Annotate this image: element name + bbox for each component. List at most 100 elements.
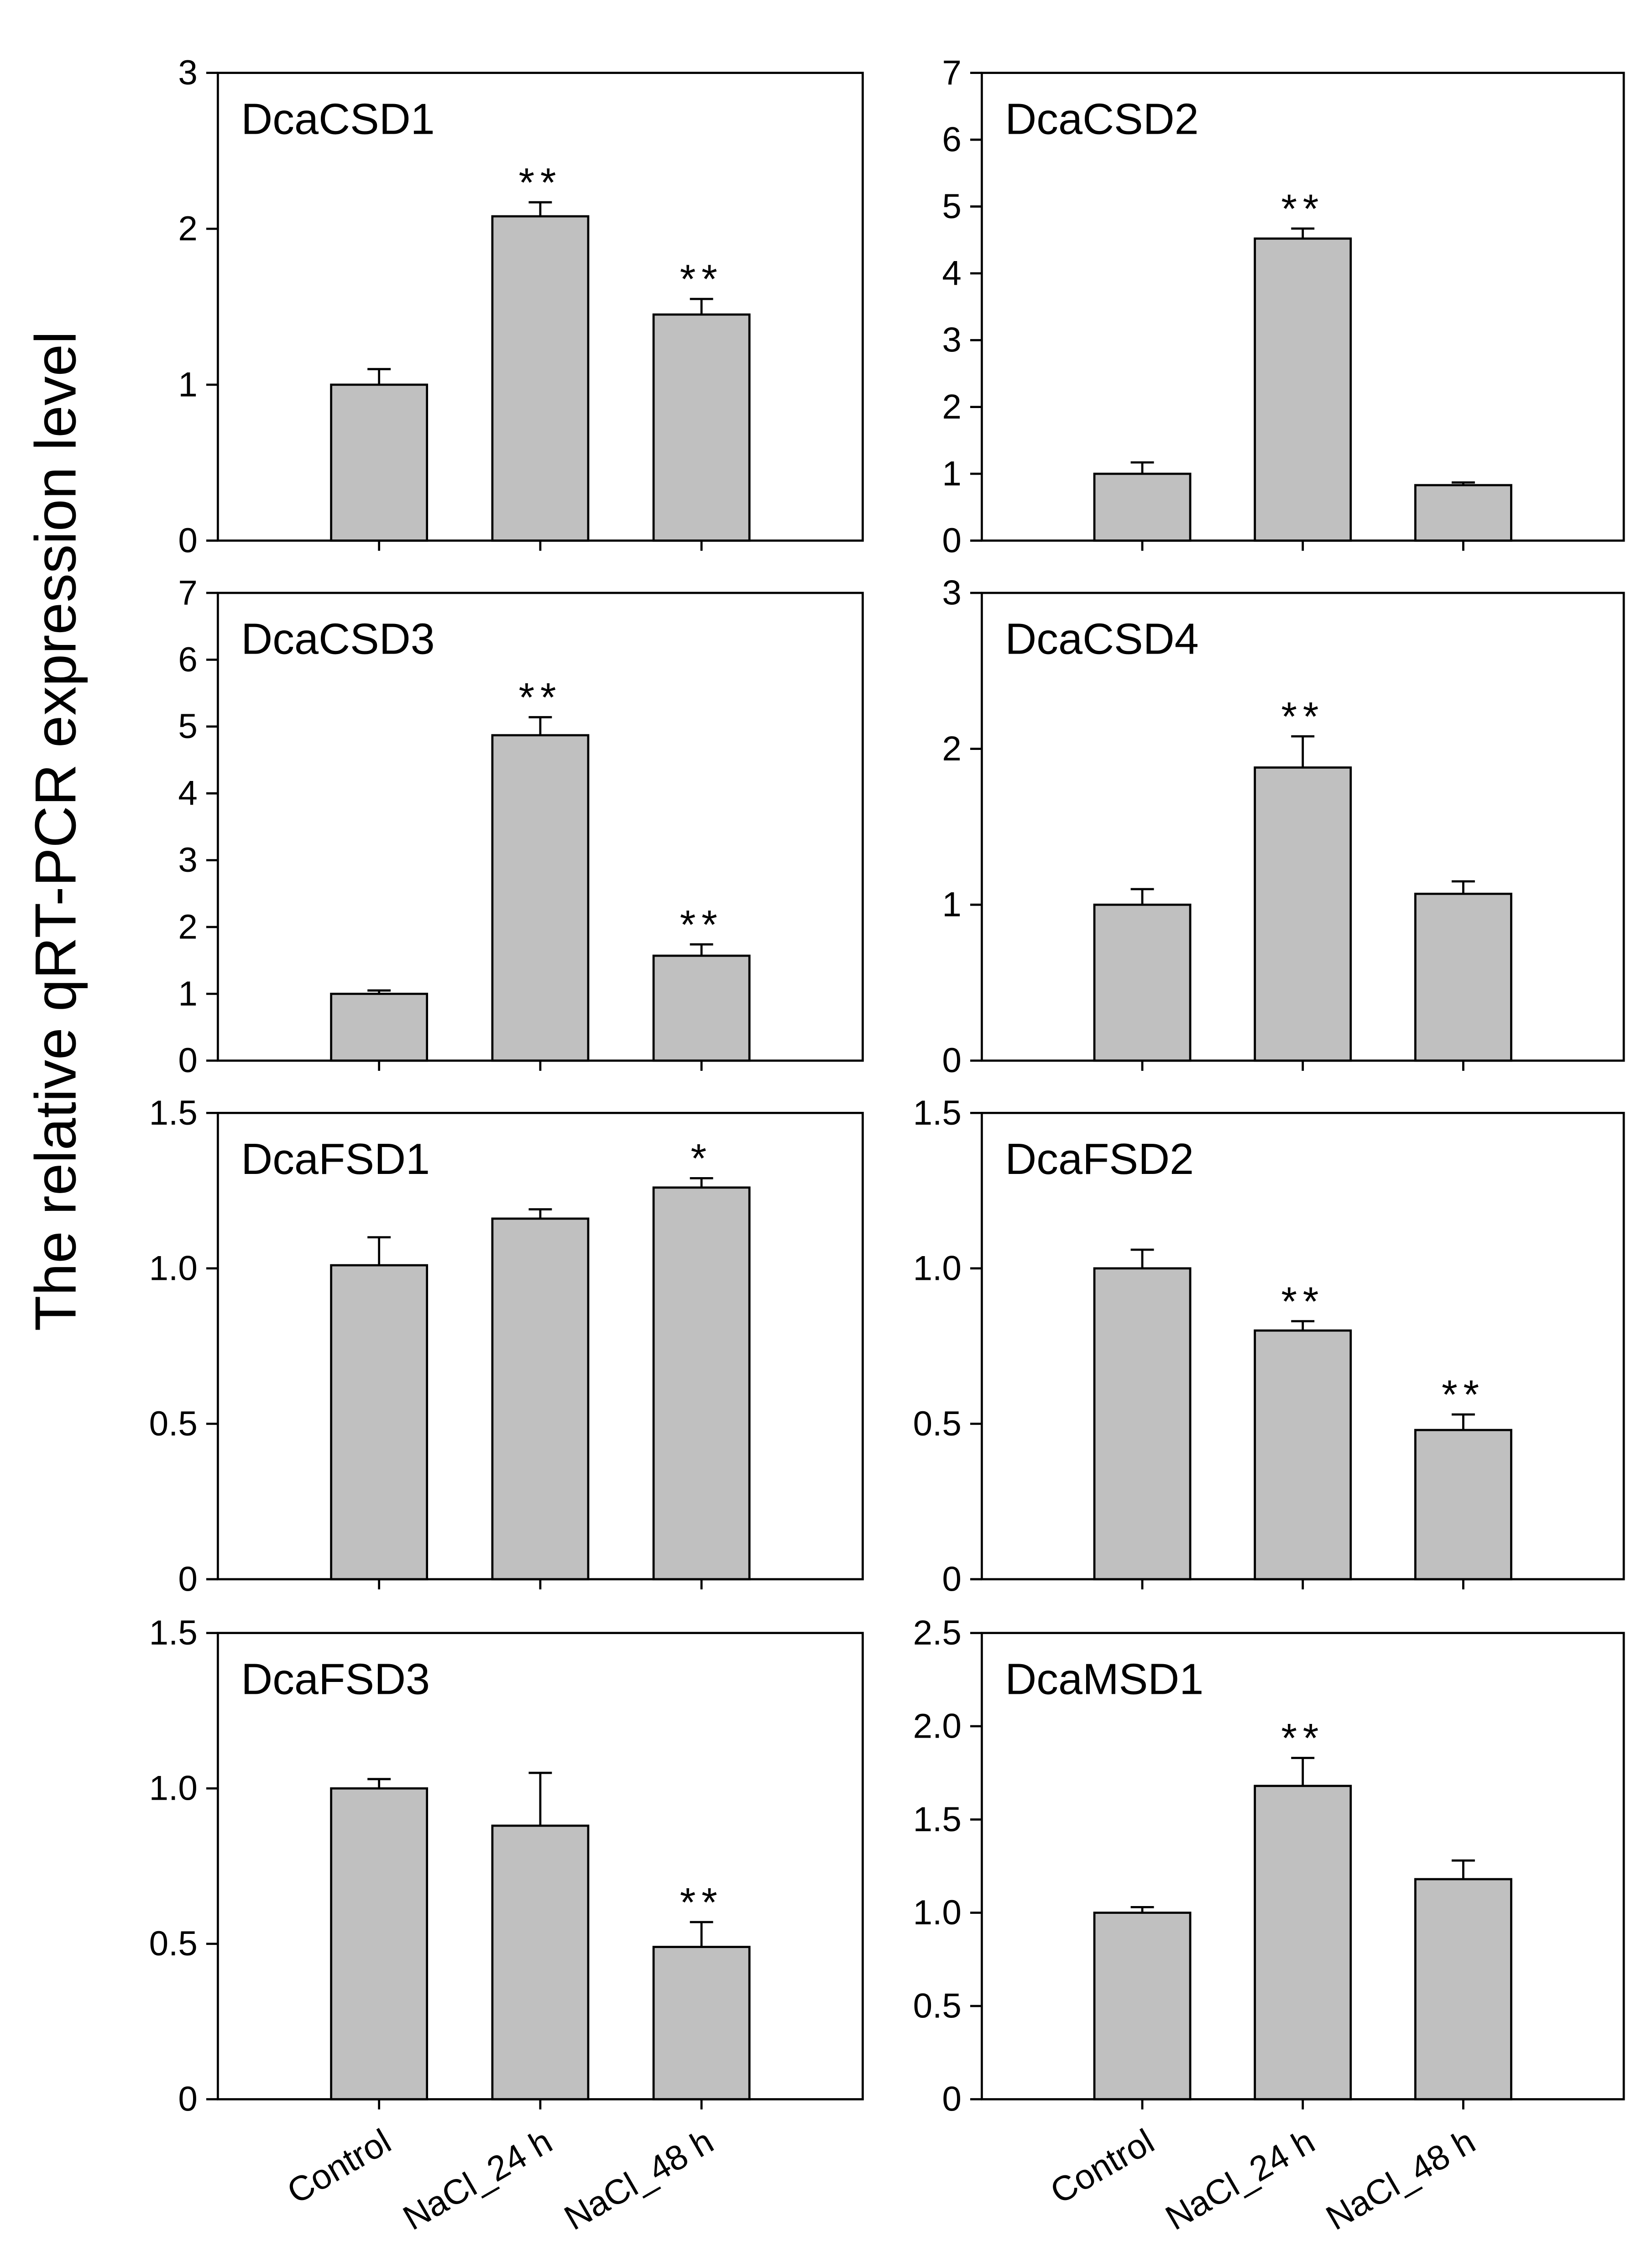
y-tick-label: 1.0 — [149, 1769, 198, 1808]
chart-title: DcaFSD2 — [1005, 1135, 1194, 1184]
error-bar — [1451, 481, 1475, 485]
y-tick-label: 0 — [178, 1041, 197, 1080]
bar — [1254, 1329, 1352, 1581]
bar — [491, 1217, 590, 1581]
y-tick-label: 2 — [178, 210, 197, 248]
significance-mark: ** — [680, 1879, 723, 1925]
plot-frame — [216, 1111, 864, 1581]
y-tick-label: 1 — [178, 365, 197, 404]
error-bar — [1451, 880, 1475, 894]
error-bar — [528, 201, 552, 216]
chart-title: DcaCSD1 — [241, 95, 434, 143]
plot-frame — [981, 1111, 1625, 1581]
error-bar — [1130, 888, 1154, 905]
error-bar — [1291, 735, 1315, 768]
y-tick-label: 0 — [178, 1560, 197, 1598]
y-tick-label: 6 — [942, 120, 961, 159]
bar — [1254, 766, 1352, 1062]
bar — [330, 992, 429, 1062]
error-bar — [367, 989, 391, 994]
y-tick-label: 1.5 — [913, 1094, 962, 1132]
plot-frame — [981, 592, 1625, 1062]
chart-title: DcaFSD3 — [241, 1655, 430, 1703]
bar — [1093, 472, 1192, 542]
error-bar — [528, 1771, 552, 1826]
y-tick-label: 0 — [178, 2080, 197, 2119]
y-tick-label: 1.5 — [149, 1613, 198, 1652]
bar — [491, 215, 590, 542]
y-tick-label: 0 — [942, 521, 961, 560]
significance-mark: ** — [1281, 186, 1324, 231]
bar — [1093, 1267, 1192, 1581]
significance-mark: ** — [518, 675, 562, 720]
error-bar — [1130, 461, 1154, 474]
plot-frame — [216, 1632, 864, 2100]
plot-frame — [981, 1632, 1625, 2100]
y-tick-label: 3 — [178, 53, 197, 92]
significance-mark: ** — [518, 159, 562, 205]
error-bar — [690, 943, 713, 956]
bar — [330, 1264, 429, 1581]
y-tick-label: 1.0 — [913, 1249, 962, 1288]
bar — [330, 1787, 429, 2100]
y-tick-label: 0 — [942, 1560, 961, 1598]
y-tick-label: 0 — [942, 1041, 961, 1080]
error-bar — [1451, 1413, 1475, 1430]
y-tick-label: 0.5 — [149, 1924, 198, 1963]
significance-mark: * — [690, 1136, 712, 1181]
y-tick-label: 4 — [942, 254, 961, 293]
y-tick-label: 1.5 — [149, 1094, 198, 1132]
chart-title: DcaCSD3 — [241, 615, 434, 664]
y-tick-label: 5 — [178, 707, 197, 746]
significance-mark: ** — [1281, 694, 1324, 739]
y-tick-label: 7 — [178, 573, 197, 612]
bar — [652, 313, 751, 542]
error-bar — [528, 716, 552, 735]
error-bar — [690, 1921, 713, 1947]
y-tick-label: 1 — [942, 454, 961, 493]
error-bar — [1291, 1320, 1315, 1331]
y-tick-label: 1.5 — [913, 1800, 962, 1839]
y-tick-label: 4 — [178, 774, 197, 813]
bar — [1254, 1785, 1352, 2100]
y-tick-label: 1 — [942, 885, 961, 924]
y-tick-label: 2.0 — [913, 1707, 962, 1745]
error-bar — [1291, 1757, 1315, 1786]
y-tick-label: 6 — [178, 640, 197, 679]
plot-frame — [981, 72, 1625, 542]
plot-frame — [216, 592, 864, 1062]
chart-title: DcaCSD4 — [1005, 615, 1198, 664]
bar — [491, 1824, 590, 2100]
y-tick-label: 2.5 — [913, 1613, 962, 1652]
y-tick-label: 0 — [942, 2080, 961, 2119]
bar — [1093, 903, 1192, 1062]
significance-mark: ** — [1442, 1372, 1485, 1417]
error-bar — [690, 1177, 713, 1188]
bar — [652, 1946, 751, 2100]
y-tick-label: 5 — [942, 187, 961, 226]
y-tick-label: 2 — [942, 729, 961, 768]
significance-mark: ** — [1281, 1715, 1324, 1761]
bar — [1093, 1912, 1192, 2100]
error-bar — [690, 298, 713, 315]
error-bar — [1130, 1248, 1154, 1268]
bar — [491, 734, 590, 1062]
y-tick-label: 1 — [178, 974, 197, 1013]
significance-mark: ** — [680, 901, 723, 947]
y-tick-label: 3 — [178, 841, 197, 880]
y-tick-label: 3 — [942, 321, 961, 360]
chart-title: DcaCSD2 — [1005, 95, 1198, 143]
bar — [1414, 484, 1512, 542]
y-tick-label: 1.0 — [149, 1249, 198, 1288]
bar — [1254, 237, 1352, 542]
y-tick-label: 2 — [178, 907, 197, 946]
y-tick-label: 3 — [942, 573, 961, 612]
bar — [1414, 892, 1512, 1062]
y-tick-label: 0.5 — [913, 1986, 962, 2025]
error-bar — [1130, 1906, 1154, 1913]
error-bar — [1291, 227, 1315, 239]
chart-title: DcaMSD1 — [1005, 1655, 1203, 1703]
y-tick-label: 7 — [942, 53, 961, 92]
